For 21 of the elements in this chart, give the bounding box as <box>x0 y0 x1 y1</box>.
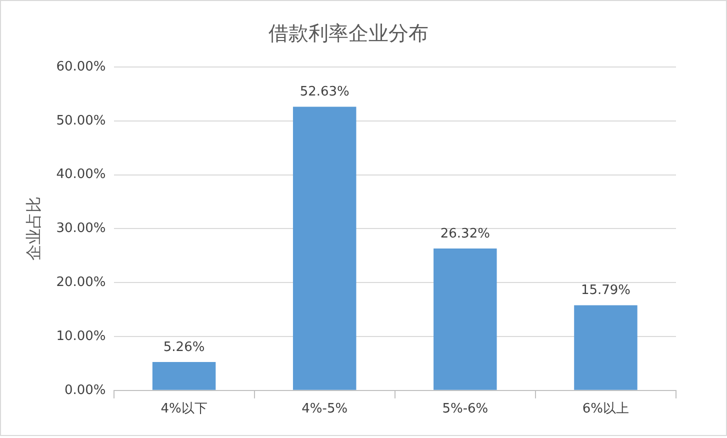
data-label: 26.32% <box>440 226 490 242</box>
y-tick-label: 20.00% <box>56 274 106 290</box>
x-tick-label: 4%以下 <box>160 402 208 417</box>
x-tick-label: 4%-5% <box>302 402 348 417</box>
y-tick-label: 30.00% <box>56 221 106 236</box>
bar <box>152 362 216 390</box>
bar <box>574 305 638 390</box>
y-tick-label: 60.00% <box>56 59 106 74</box>
data-label: 52.63% <box>300 84 350 100</box>
bar <box>292 106 356 390</box>
y-tick-label: 0.00% <box>64 382 106 398</box>
bar <box>434 248 497 390</box>
chart-title: 借款利率企业分布 <box>268 21 428 46</box>
y-tick-label: 40.00% <box>56 167 106 182</box>
data-label: 15.79% <box>580 283 631 298</box>
x-tick-label: 6%以上 <box>582 402 630 417</box>
y-tick-label: 10.00% <box>56 328 106 344</box>
data-label: 5.26% <box>163 340 205 355</box>
x-tick-label: 5%-6% <box>442 402 488 417</box>
y-tick-label: 50.00% <box>56 113 106 128</box>
y-axis-title: 企业占比 <box>24 196 43 261</box>
